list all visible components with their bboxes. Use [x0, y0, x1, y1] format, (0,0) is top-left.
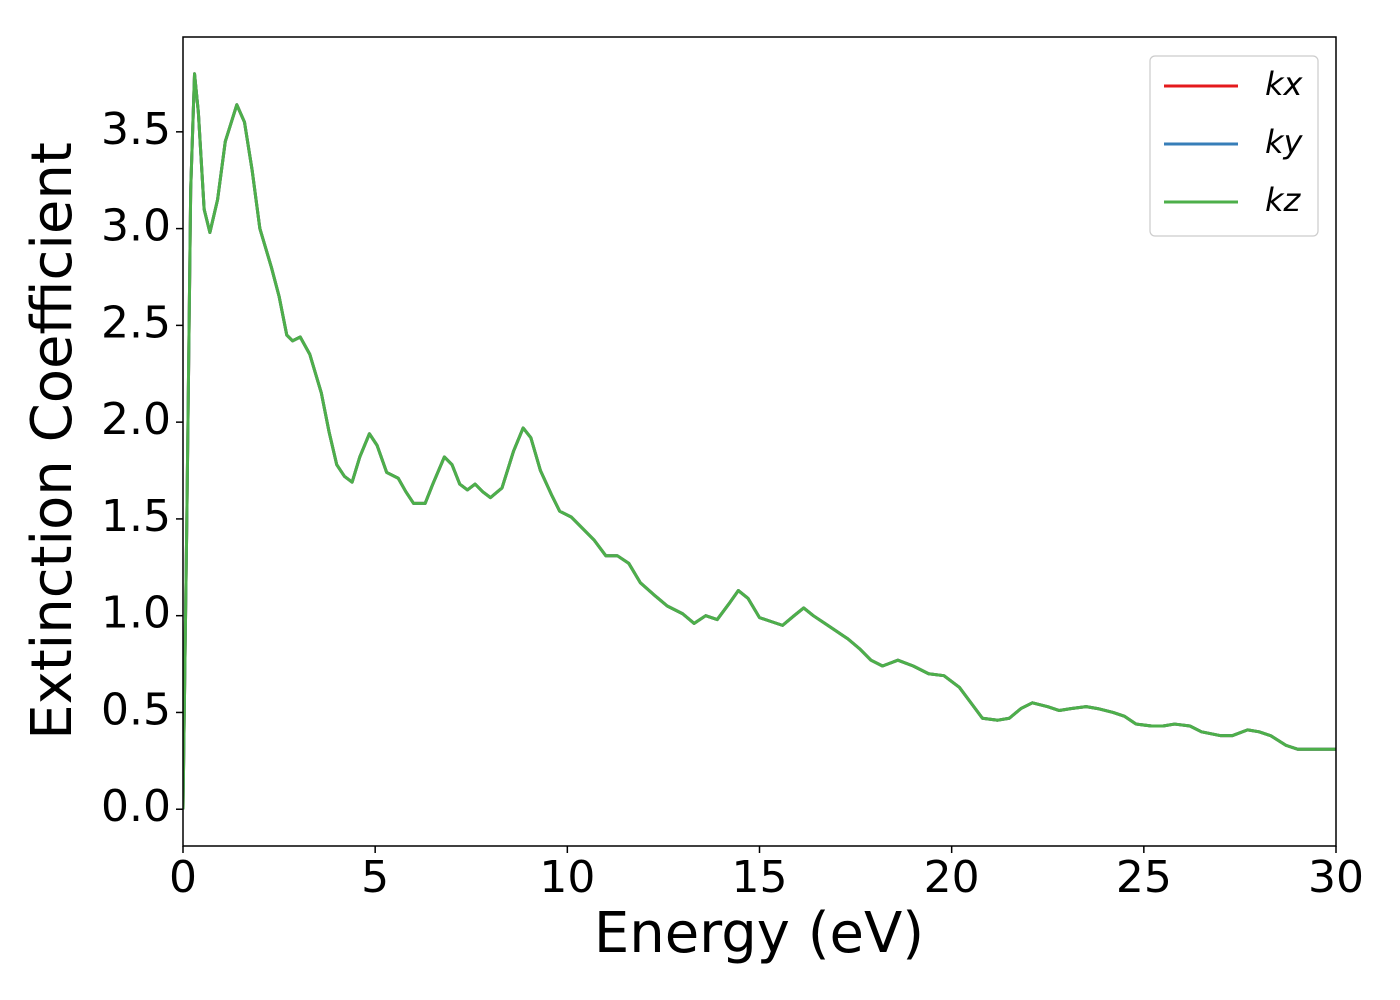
x-tick-label: 0: [169, 852, 197, 903]
legend-label: kx: [1265, 65, 1304, 103]
y-tick-label: 3.0: [101, 201, 171, 252]
legend-label: ky: [1265, 123, 1304, 161]
plot-frame: [182, 36, 1337, 847]
x-tick-label: 10: [539, 852, 595, 903]
y-tick-label: 1.5: [101, 491, 171, 542]
y-tick-label: 3.5: [101, 104, 171, 155]
x-tick-label: 25: [1116, 852, 1172, 903]
legend-box: [1149, 55, 1319, 237]
x-axis-label: Energy (eV): [594, 901, 924, 966]
x-tick-label: 30: [1308, 852, 1364, 903]
legend-label: kz: [1265, 181, 1302, 219]
series-line: [183, 72, 1336, 810]
x-tick-label: 15: [732, 852, 788, 903]
y-tick-label: 1.0: [101, 588, 171, 639]
y-tick-label: 0.0: [101, 781, 171, 832]
x-tick-label: 20: [924, 852, 980, 903]
y-axis-label: Extinction Coefficient: [20, 142, 85, 740]
x-tick-label: 5: [361, 852, 389, 903]
y-tick-label: 0.5: [101, 684, 171, 735]
y-tick-label: 2.5: [101, 297, 171, 348]
y-tick-label: 2.0: [101, 394, 171, 445]
